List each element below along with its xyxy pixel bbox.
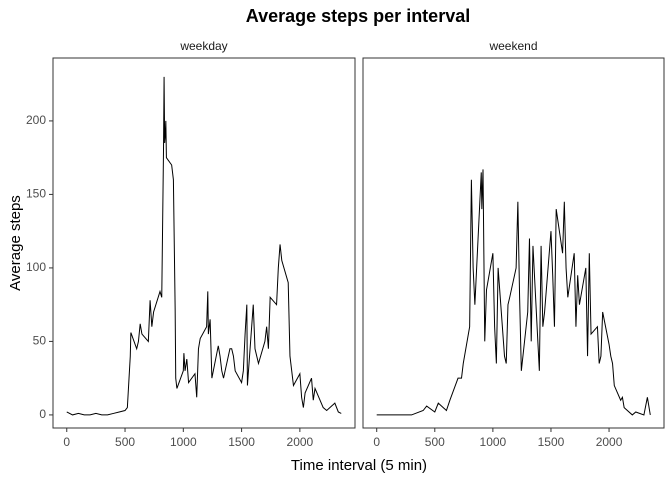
- x-tick-label: 2000: [287, 435, 314, 449]
- y-axis-title: Average steps: [7, 195, 24, 291]
- line: [376, 169, 651, 416]
- y-tick-label: 0: [39, 407, 46, 421]
- x-tick-label: 2000: [596, 435, 623, 449]
- panel-border: [52, 57, 356, 429]
- chart-title: Average steps per interval: [246, 6, 470, 26]
- x-tick-label: 1000: [170, 435, 197, 449]
- line: [66, 76, 342, 416]
- facet-label: weekend: [488, 39, 537, 53]
- x-tick-label: 500: [425, 435, 445, 449]
- x-tick-label: 500: [115, 435, 135, 449]
- x-tick-label: 0: [63, 435, 70, 449]
- x-tick-label: 0: [373, 435, 380, 449]
- x-tick-label: 1500: [228, 435, 255, 449]
- panel-border: [362, 57, 665, 429]
- y-tick-label: 50: [33, 334, 47, 348]
- x-tick-label: 1500: [538, 435, 565, 449]
- y-tick-label: 100: [26, 260, 46, 274]
- x-tick-label: 1000: [480, 435, 507, 449]
- y-tick-label: 200: [26, 113, 46, 127]
- facet-label: weekday: [179, 39, 227, 53]
- x-axis-title: Time interval (5 min): [291, 457, 427, 474]
- y-tick-label: 150: [26, 187, 46, 201]
